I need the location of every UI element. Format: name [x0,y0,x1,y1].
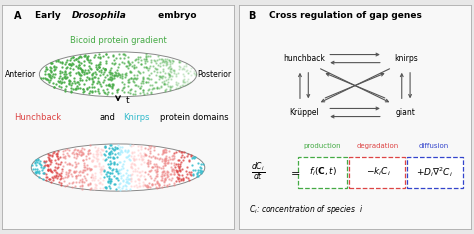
Text: protein domains: protein domains [160,113,228,121]
Text: knirps: knirps [394,54,418,63]
Ellipse shape [31,144,205,191]
Text: giant: giant [396,108,416,117]
FancyBboxPatch shape [349,157,405,188]
Text: Posterior: Posterior [197,70,231,79]
Text: hunchback: hunchback [283,54,325,63]
Text: Cross regulation of gap genes: Cross regulation of gap genes [269,11,422,20]
Text: Anterior: Anterior [5,70,36,79]
Text: $f_i(\mathbf{C},t)$: $f_i(\mathbf{C},t)$ [309,166,337,178]
Text: Early: Early [35,11,64,20]
Text: Krüppel: Krüppel [289,108,319,117]
Text: t: t [126,96,130,105]
Text: and: and [100,113,115,121]
Text: Hunchback: Hunchback [14,113,61,121]
Text: embryo: embryo [155,11,197,20]
Text: diffusion: diffusion [419,143,449,149]
Text: $\frac{dC_i}{dt}$: $\frac{dC_i}{dt}$ [251,161,265,183]
Text: $-k_i C_i$: $-k_i C_i$ [366,166,391,178]
Text: Knirps: Knirps [123,113,149,121]
Text: $C_i$: concentration of species  $i$: $C_i$: concentration of species $i$ [249,203,363,216]
FancyBboxPatch shape [298,157,347,188]
Text: B: B [249,11,256,22]
FancyBboxPatch shape [407,157,463,188]
Text: A: A [14,11,21,22]
Text: degradation: degradation [357,143,399,149]
Ellipse shape [39,52,197,97]
Text: Drosophila: Drosophila [72,11,127,20]
Text: Bicoid protein gradient: Bicoid protein gradient [70,36,166,45]
Text: production: production [304,143,341,149]
Text: $+D_i\nabla^2 C_i$: $+D_i\nabla^2 C_i$ [416,165,453,179]
Text: $=$: $=$ [288,167,300,177]
